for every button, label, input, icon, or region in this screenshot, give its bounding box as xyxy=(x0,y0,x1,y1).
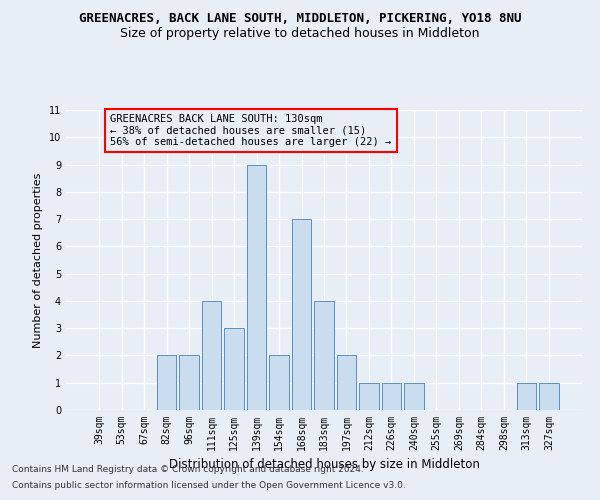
Bar xyxy=(247,164,266,410)
Text: Contains public sector information licensed under the Open Government Licence v3: Contains public sector information licen… xyxy=(12,480,406,490)
Bar xyxy=(157,356,176,410)
Text: GREENACRES, BACK LANE SOUTH, MIDDLETON, PICKERING, YO18 8NU: GREENACRES, BACK LANE SOUTH, MIDDLETON, … xyxy=(79,12,521,26)
Bar xyxy=(202,301,221,410)
Bar xyxy=(314,301,334,410)
Bar xyxy=(179,356,199,410)
Bar xyxy=(404,382,424,410)
Y-axis label: Number of detached properties: Number of detached properties xyxy=(34,172,43,348)
Text: GREENACRES BACK LANE SOUTH: 130sqm
← 38% of detached houses are smaller (15)
56%: GREENACRES BACK LANE SOUTH: 130sqm ← 38%… xyxy=(110,114,392,148)
Bar xyxy=(539,382,559,410)
X-axis label: Distribution of detached houses by size in Middleton: Distribution of detached houses by size … xyxy=(169,458,479,471)
Bar xyxy=(517,382,536,410)
Text: Size of property relative to detached houses in Middleton: Size of property relative to detached ho… xyxy=(120,28,480,40)
Bar xyxy=(359,382,379,410)
Bar xyxy=(337,356,356,410)
Bar xyxy=(292,219,311,410)
Text: Contains HM Land Registry data © Crown copyright and database right 2024.: Contains HM Land Registry data © Crown c… xyxy=(12,466,364,474)
Bar xyxy=(382,382,401,410)
Bar xyxy=(269,356,289,410)
Bar xyxy=(224,328,244,410)
